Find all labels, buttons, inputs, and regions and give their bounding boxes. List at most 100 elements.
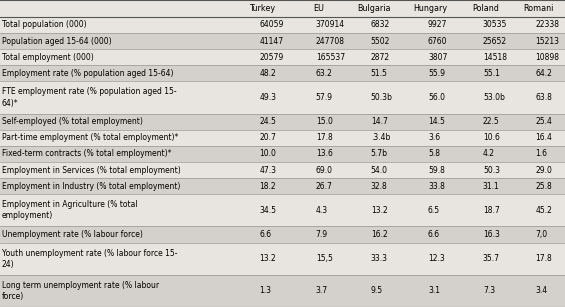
Text: Hungary: Hungary: [414, 4, 448, 13]
Text: 7.3: 7.3: [483, 286, 495, 295]
Text: Romani: Romani: [523, 4, 554, 13]
Bar: [0, 227, 565, 243]
Text: 45.2: 45.2: [536, 206, 553, 215]
Text: 9.5: 9.5: [371, 286, 383, 295]
Text: 41147: 41147: [260, 37, 284, 46]
Text: 6760: 6760: [428, 37, 447, 46]
Text: 57.9: 57.9: [316, 93, 333, 102]
Text: Part-time employment (% total employment)*: Part-time employment (% total employment…: [2, 133, 178, 142]
Text: 2872: 2872: [371, 53, 390, 62]
Text: 1.3: 1.3: [260, 286, 272, 295]
Text: 13.2: 13.2: [260, 254, 276, 263]
Text: 18.2: 18.2: [260, 182, 276, 191]
Text: 9927: 9927: [428, 21, 447, 29]
Text: 5.7b: 5.7b: [371, 150, 388, 158]
Text: 6832: 6832: [371, 21, 390, 29]
Text: 53.0b: 53.0b: [483, 93, 505, 102]
Text: 59.8: 59.8: [428, 165, 445, 174]
Text: 5.8: 5.8: [428, 150, 440, 158]
Bar: [0, 194, 565, 227]
Text: 26.7: 26.7: [316, 182, 333, 191]
Text: 3807: 3807: [428, 53, 447, 62]
Text: 64059: 64059: [260, 21, 284, 29]
Text: 25.8: 25.8: [536, 182, 553, 191]
Text: 49.3: 49.3: [260, 93, 277, 102]
Text: 3.7: 3.7: [316, 286, 328, 295]
Text: 7,0: 7,0: [536, 230, 547, 239]
Bar: [0, 65, 565, 81]
Text: 56.0: 56.0: [428, 93, 445, 102]
Text: 16.3: 16.3: [483, 230, 499, 239]
Text: Turkey: Turkey: [250, 4, 276, 13]
Text: 14.7: 14.7: [371, 117, 388, 126]
Text: 51.5: 51.5: [371, 69, 388, 78]
Text: Employment rate (% population aged 15-64): Employment rate (% population aged 15-64…: [2, 69, 173, 78]
Text: 4.3: 4.3: [316, 206, 328, 215]
Text: 5502: 5502: [371, 37, 390, 46]
Text: 1.6: 1.6: [536, 150, 547, 158]
Bar: [0, 243, 565, 275]
Text: 7.9: 7.9: [316, 230, 328, 239]
Bar: [0, 130, 565, 146]
Text: 16.2: 16.2: [371, 230, 388, 239]
Text: Employment in Agriculture (% total
employment): Employment in Agriculture (% total emplo…: [2, 200, 137, 220]
Text: 14.5: 14.5: [428, 117, 445, 126]
Text: 22338: 22338: [536, 21, 559, 29]
Bar: [0, 49, 565, 65]
Text: 25.4: 25.4: [536, 117, 553, 126]
Text: 50.3b: 50.3b: [371, 93, 393, 102]
Text: 55.1: 55.1: [483, 69, 499, 78]
Text: Employment in Industry (% total employment): Employment in Industry (% total employme…: [2, 182, 180, 191]
Text: 22.5: 22.5: [483, 117, 499, 126]
Text: 10.0: 10.0: [260, 150, 276, 158]
Text: 54.0: 54.0: [371, 165, 388, 174]
Text: 24.5: 24.5: [260, 117, 276, 126]
Bar: [0, 17, 565, 33]
Text: 20.7: 20.7: [260, 133, 276, 142]
Text: Population aged 15-64 (000): Population aged 15-64 (000): [2, 37, 111, 46]
Bar: [0, 81, 565, 114]
Bar: [0, 0, 565, 17]
Text: 47.3: 47.3: [260, 165, 277, 174]
Text: 32.8: 32.8: [371, 182, 388, 191]
Text: Fixed-term contracts (% total employment)*: Fixed-term contracts (% total employment…: [2, 150, 171, 158]
Text: 3.4: 3.4: [536, 286, 547, 295]
Text: 69.0: 69.0: [316, 165, 333, 174]
Text: 10898: 10898: [536, 53, 559, 62]
Text: Employment in Services (% total employment): Employment in Services (% total employme…: [2, 165, 180, 174]
Text: 3.1: 3.1: [428, 286, 440, 295]
Bar: [0, 146, 565, 162]
Text: 6.5: 6.5: [428, 206, 440, 215]
Text: 13.2: 13.2: [371, 206, 388, 215]
Text: 30535: 30535: [483, 21, 507, 29]
Text: 15,5: 15,5: [316, 254, 333, 263]
Text: 33.8: 33.8: [428, 182, 445, 191]
Text: Long term unemployment rate (% labour
force): Long term unemployment rate (% labour fo…: [2, 281, 159, 301]
Text: 18.7: 18.7: [483, 206, 499, 215]
Text: Unemployment rate (% labour force): Unemployment rate (% labour force): [2, 230, 142, 239]
Text: 64.2: 64.2: [536, 69, 553, 78]
Text: Poland: Poland: [472, 4, 499, 13]
Text: FTE employment rate (% population aged 15-
64)*: FTE employment rate (% population aged 1…: [2, 87, 176, 107]
Text: EU: EU: [313, 4, 324, 13]
Text: Total population (000): Total population (000): [2, 21, 86, 29]
Text: 35.7: 35.7: [483, 254, 500, 263]
Text: 16.4: 16.4: [536, 133, 553, 142]
Text: 17.8: 17.8: [316, 133, 333, 142]
Bar: [0, 33, 565, 49]
Text: Self-employed (% total employment): Self-employed (% total employment): [2, 117, 142, 126]
Text: 29.0: 29.0: [536, 165, 553, 174]
Text: 31.1: 31.1: [483, 182, 499, 191]
Text: 63.8: 63.8: [536, 93, 553, 102]
Text: 3.6: 3.6: [428, 133, 440, 142]
Text: Total employment (000): Total employment (000): [2, 53, 93, 62]
Text: 14518: 14518: [483, 53, 507, 62]
Text: 63.2: 63.2: [316, 69, 333, 78]
Text: 20579: 20579: [260, 53, 284, 62]
Text: Bulgaria: Bulgaria: [357, 4, 390, 13]
Text: 15213: 15213: [536, 37, 559, 46]
Text: 6.6: 6.6: [428, 230, 440, 239]
Text: 55.9: 55.9: [428, 69, 445, 78]
Text: .3.4b: .3.4b: [371, 133, 390, 142]
Text: 17.8: 17.8: [536, 254, 553, 263]
